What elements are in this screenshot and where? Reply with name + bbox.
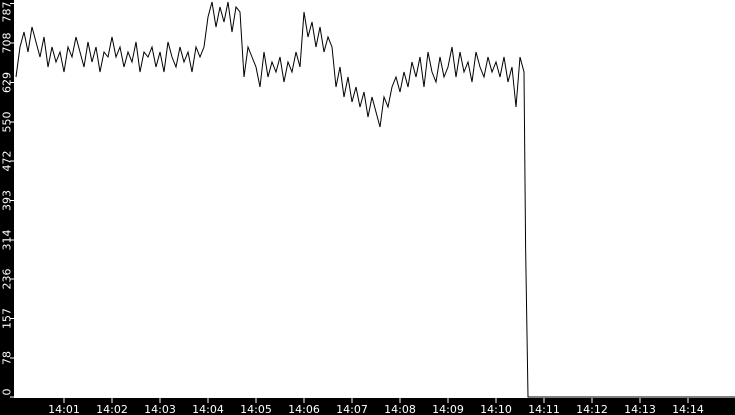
x-tick-label: 14:08 [384,403,416,415]
y-tick-label: 550 [1,112,14,133]
y-tick-label: 393 [1,190,14,211]
x-axis: 14:01 14:02 14:03 14:04 14:05 14:06 14:07 14:08… [48,398,704,415]
y-tick-label: 472 [1,151,14,172]
y-tick-label: 157 [1,308,14,329]
y-tick-label: 314 [1,230,14,251]
x-tick-label: 14:11 [528,403,560,415]
x-tick-label: 14:09 [432,403,464,415]
x-tick-label: 14:13 [624,403,656,415]
x-tick-label: 14:03 [144,403,176,415]
y-tick-label: 708 [1,33,14,54]
x-tick-label: 14:10 [480,403,512,415]
x-tick-label: 14:14 [672,403,704,415]
y-tick-label: 78 [1,351,14,365]
x-tick-label: 14:12 [576,403,608,415]
y-tick-label: 629 [1,72,14,93]
plot-area [14,0,735,398]
x-tick-label: 14:04 [192,403,224,415]
x-tick-label: 14:01 [48,403,80,415]
y-tick-label: 0 [1,389,14,396]
series-line [15,1,735,398]
y-axis: 0 78 157 236 314 393 472 550 629 708 787 [1,2,14,398]
y-tick-label: 787 [1,2,14,23]
x-tick-label: 14:02 [96,403,128,415]
x-tick-label: 14:06 [288,403,320,415]
x-tick-label: 14:07 [336,403,368,415]
y-tick-label: 236 [1,269,14,290]
x-tick-label: 14:05 [240,403,272,415]
